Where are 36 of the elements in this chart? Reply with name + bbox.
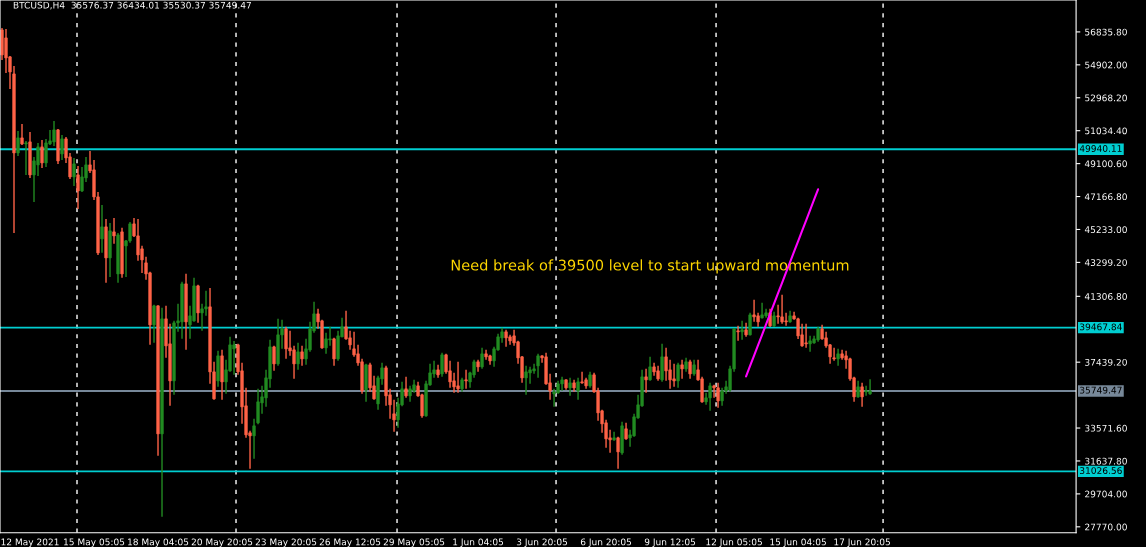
- x-tick-label: 3 Jun 20:05: [516, 538, 568, 547]
- x-tick-label: 9 Jun 12:05: [644, 538, 696, 547]
- y-tick-label: 31637.80: [1085, 457, 1127, 465]
- y-tick-label: 43299.20: [1084, 259, 1127, 266]
- y-tick-label: 29704.00: [1085, 490, 1127, 498]
- y-tick-label: 41306.80: [1084, 293, 1127, 300]
- x-tick-label: 18 May 04:05: [128, 538, 189, 547]
- y-tick-label: 54902.00: [1085, 61, 1127, 69]
- x-tick-label: 17 Jun 20:05: [834, 538, 890, 547]
- x-tick-label: 15 Jun 04:05: [770, 538, 826, 547]
- ref-line-label: 49940.11: [1079, 145, 1122, 152]
- y-tick-label: 52968.20: [1085, 94, 1127, 102]
- y-tick-label: 33571.60: [1085, 424, 1127, 432]
- x-tick-label: 26 May 12:05: [319, 538, 381, 547]
- ref-line-label: 31026.56: [1080, 467, 1122, 474]
- x-tick-label: 12 Jun 05:05: [706, 538, 762, 547]
- y-tick-label: 37439.20: [1085, 358, 1127, 366]
- chart-title: BTCUSD,H4 35576.37 36434.01 35530.37 35749.47: [13, 1, 251, 10]
- y-tick-label: 49100.60: [1084, 160, 1127, 168]
- candlestick: [24, 140, 28, 176]
- x-tick-label: 15 May 05:05: [64, 538, 125, 547]
- x-tick-label: 12 May 2021: [1, 538, 59, 547]
- y-tick-label: 45233.00: [1084, 226, 1127, 234]
- x-tick-label: 20 May 20:05: [191, 538, 253, 547]
- x-tick-label: 23 May 20:05: [255, 538, 317, 547]
- x-tick-label: 1 Jun 04:05: [453, 538, 504, 547]
- y-tick-label: 56835.80: [1085, 28, 1127, 36]
- y-tick-label: 51034.40: [1085, 127, 1127, 135]
- y-tick-label: 27770.00: [1085, 523, 1127, 531]
- x-tick-label: 6 Jun 20:05: [580, 538, 632, 547]
- candlestick: [752, 299, 756, 323]
- candlestick: [580, 371, 584, 385]
- x-tick-label: 29 May 05:05: [383, 538, 445, 547]
- ref-line-label: 39467.84: [1080, 323, 1122, 331]
- y-tick-label: 47166.80: [1084, 193, 1127, 201]
- ref-line-label: 35749.47: [1080, 386, 1122, 394]
